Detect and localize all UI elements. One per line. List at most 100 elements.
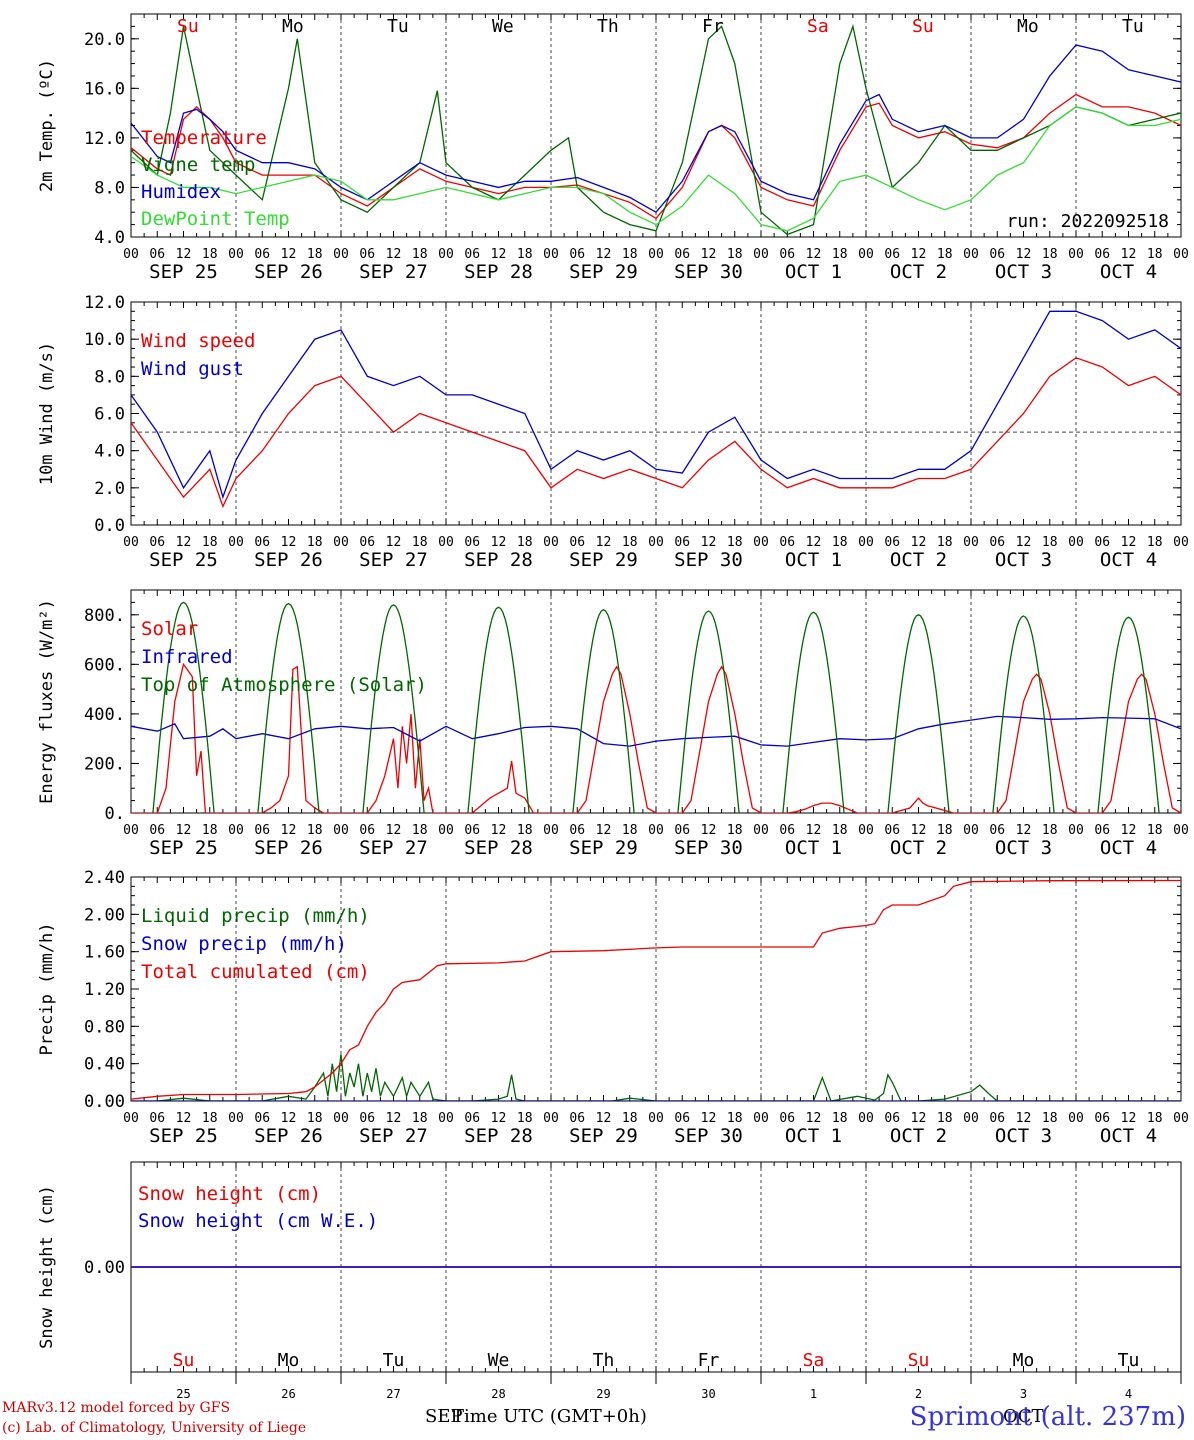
series-line-temperature (131, 93, 1181, 220)
day-number-label: 28 (491, 1387, 505, 1401)
hour-tick-label: 00 (438, 535, 454, 550)
series-line-wind-speed (131, 357, 1181, 509)
weekday-label-top: Mo (1017, 16, 1039, 37)
hour-tick-label: 06 (884, 247, 900, 262)
date-label: SEP 28 (464, 837, 533, 859)
legend-entry: Snow height (cm W.E.) (138, 1210, 378, 1232)
y-tick-label: 20.0 (84, 30, 125, 50)
hour-tick-label: 12 (806, 247, 822, 262)
hour-tick-label: 12 (176, 823, 192, 838)
hour-tick-label: 06 (464, 1111, 480, 1126)
y-tick-label: 0.00 (84, 1258, 125, 1278)
hour-tick-label: 06 (254, 823, 270, 838)
date-label: SEP 25 (149, 1125, 218, 1147)
hour-tick-label: 18 (937, 247, 953, 262)
hour-tick-label: 06 (989, 535, 1005, 550)
hour-tick-label: 00 (228, 535, 244, 550)
month-label-sep: SEP (425, 1406, 463, 1427)
y-tick-label: 600. (84, 655, 125, 675)
legend-entry: DewPoint Temp (141, 208, 290, 230)
hour-tick-label: 18 (202, 535, 218, 550)
hour-tick-label: 06 (569, 247, 585, 262)
hour-tick-label: 06 (1094, 823, 1110, 838)
hour-tick-label: 18 (1147, 1111, 1163, 1126)
hour-tick-label: 06 (569, 535, 585, 550)
hour-tick-label: 00 (1068, 535, 1084, 550)
hour-tick-label: 00 (1173, 247, 1189, 262)
hour-tick-label: 06 (149, 1111, 165, 1126)
hour-tick-label: 00 (543, 247, 559, 262)
weekday-label-bottom: We (488, 1350, 510, 1371)
hour-tick-label: 18 (832, 823, 848, 838)
hour-tick-label: 12 (176, 535, 192, 550)
hour-tick-label: 00 (963, 535, 979, 550)
credit-line-2: (c) Lab. of Climatology, University of L… (2, 1420, 307, 1436)
hour-tick-label: 12 (806, 823, 822, 838)
hour-tick-label: 06 (359, 1111, 375, 1126)
series-line-infrared (131, 715, 1181, 747)
y-tick-label: 6.0 (94, 405, 125, 425)
y-tick-label: 1.20 (84, 980, 125, 1000)
date-label: SEP 27 (359, 1125, 428, 1147)
hour-tick-label: 00 (963, 823, 979, 838)
hour-tick-label: 18 (832, 1111, 848, 1126)
date-label: OCT 1 (785, 261, 842, 283)
date-label: SEP 28 (464, 261, 533, 283)
hour-tick-label: 00 (648, 535, 664, 550)
date-label: SEP 25 (149, 549, 218, 571)
y-axis-label: 10m Wind (m/s) (37, 342, 57, 485)
series-line-vigne-temp (131, 23, 1181, 236)
day-number-label: 27 (386, 1387, 400, 1401)
hour-tick-label: 06 (779, 247, 795, 262)
y-tick-label: 12.0 (84, 293, 125, 313)
y-tick-label: 400. (84, 705, 125, 725)
y-tick-label: 8.0 (94, 178, 125, 198)
hour-tick-label: 00 (753, 247, 769, 262)
weekday-label-top: Th (597, 16, 619, 37)
hour-tick-label: 12 (491, 247, 507, 262)
legend-entry: Infrared (141, 646, 233, 668)
hour-tick-label: 00 (1173, 1111, 1189, 1126)
date-label: OCT 1 (785, 1125, 842, 1147)
hour-tick-label: 18 (412, 535, 428, 550)
hour-tick-label: 18 (1147, 823, 1163, 838)
day-number-label: 2 (915, 1387, 922, 1401)
hour-tick-label: 12 (596, 823, 612, 838)
hour-tick-label: 12 (1016, 823, 1032, 838)
day-number-label: 3 (1020, 1387, 1027, 1401)
date-label: OCT 2 (890, 837, 947, 859)
hour-tick-label: 00 (543, 1111, 559, 1126)
hour-tick-label: 12 (806, 1111, 822, 1126)
y-tick-label: 1.60 (84, 943, 125, 963)
legend-entry: Liquid precip (mm/h) (141, 905, 370, 927)
weekday-label-top: Su (912, 16, 934, 37)
credit-line-1: MARv3.12 model forced by GFS (2, 1400, 231, 1416)
day-number-label: 4 (1125, 1387, 1132, 1401)
y-tick-label: 200. (84, 754, 125, 774)
hour-tick-label: 18 (202, 247, 218, 262)
y-tick-label: 0. (105, 804, 125, 824)
hour-tick-label: 18 (517, 247, 533, 262)
date-label: OCT 3 (995, 261, 1052, 283)
hour-tick-label: 18 (1042, 823, 1058, 838)
hour-tick-label: 18 (832, 247, 848, 262)
hour-tick-label: 12 (1121, 823, 1137, 838)
weekday-label-top: Tu (387, 16, 409, 37)
hour-tick-label: 18 (202, 823, 218, 838)
day-number-label: 25 (176, 1387, 190, 1401)
date-label: SEP 26 (254, 261, 323, 283)
date-label: SEP 30 (674, 549, 743, 571)
date-label: SEP 25 (149, 261, 218, 283)
hour-tick-label: 00 (858, 1111, 874, 1126)
series-group (131, 310, 1181, 509)
y-tick-label: 8.0 (94, 367, 125, 387)
weekday-label-top: Su (177, 16, 199, 37)
hour-tick-label: 18 (517, 823, 533, 838)
date-label: SEP 27 (359, 261, 428, 283)
date-label: SEP 29 (569, 837, 638, 859)
hour-tick-label: 06 (1094, 1111, 1110, 1126)
hour-tick-label: 00 (1173, 535, 1189, 550)
weekday-label-top: Fr (702, 16, 724, 37)
hour-tick-label: 00 (333, 823, 349, 838)
